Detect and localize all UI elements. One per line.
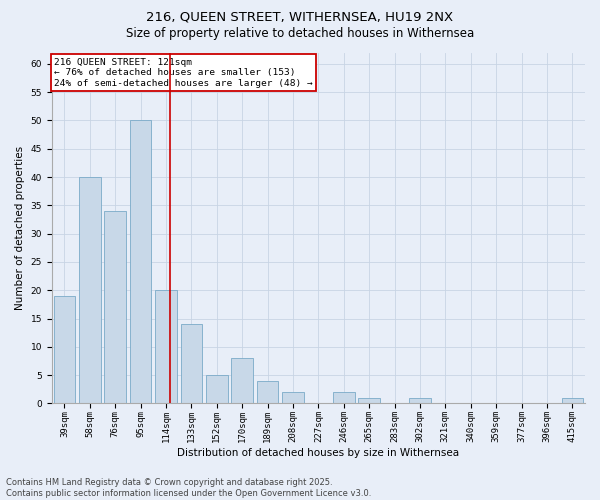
Bar — [206, 375, 227, 404]
Y-axis label: Number of detached properties: Number of detached properties — [15, 146, 25, 310]
Bar — [282, 392, 304, 404]
Bar — [358, 398, 380, 404]
Bar — [155, 290, 177, 404]
Bar — [232, 358, 253, 404]
Bar — [181, 324, 202, 404]
Bar — [333, 392, 355, 404]
Bar — [257, 381, 278, 404]
Bar — [409, 398, 431, 404]
Text: Contains HM Land Registry data © Crown copyright and database right 2025.
Contai: Contains HM Land Registry data © Crown c… — [6, 478, 371, 498]
Bar — [130, 120, 151, 404]
Text: Size of property relative to detached houses in Withernsea: Size of property relative to detached ho… — [126, 28, 474, 40]
X-axis label: Distribution of detached houses by size in Withernsea: Distribution of detached houses by size … — [178, 448, 460, 458]
Bar — [79, 177, 101, 404]
Bar — [104, 211, 126, 404]
Text: 216, QUEEN STREET, WITHERNSEA, HU19 2NX: 216, QUEEN STREET, WITHERNSEA, HU19 2NX — [146, 10, 454, 23]
Bar — [562, 398, 583, 404]
Text: 216 QUEEN STREET: 121sqm
← 76% of detached houses are smaller (153)
24% of semi-: 216 QUEEN STREET: 121sqm ← 76% of detach… — [55, 58, 313, 88]
Bar — [53, 296, 75, 404]
